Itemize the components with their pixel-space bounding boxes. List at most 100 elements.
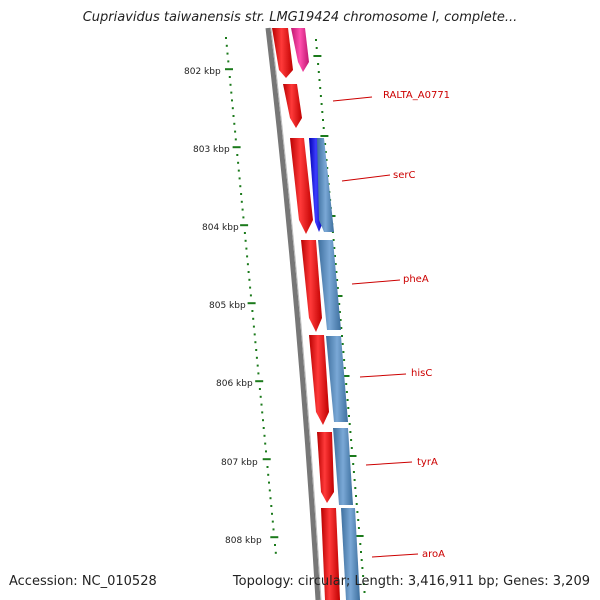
ruler-minor-tick [230, 91, 233, 94]
ruler-minor-tick [319, 95, 322, 97]
gene-strand-red [272, 28, 340, 600]
gene-block [321, 508, 340, 600]
ruler-minor-tick [326, 167, 329, 169]
ruler-major-tick [255, 380, 264, 383]
ruler-major-tick [262, 458, 271, 461]
ruler-minor-tick [240, 193, 243, 195]
ruler-minor-tick [350, 447, 353, 449]
ruler-major-tick [313, 55, 322, 57]
gene-block [301, 240, 322, 332]
ruler-major-tick [240, 224, 249, 227]
cds-block [341, 508, 360, 600]
ruler-minor-tick [343, 367, 346, 369]
ruler-minor-tick [356, 511, 359, 513]
ruler-minor-tick [336, 287, 339, 289]
gene-label-tyra[interactable]: tyrA [417, 457, 438, 468]
ruler-minor-tick [249, 286, 252, 289]
gene-label-aroa[interactable]: aroA [422, 549, 445, 560]
ruler-minor-tick [266, 466, 269, 468]
ruler-label: 804 kbp [202, 223, 239, 233]
ruler-minor-tick [272, 528, 275, 531]
ruler-minor-tick [246, 255, 249, 258]
ruler-label: 802 kbp [184, 67, 221, 77]
ruler-minor-tick [255, 356, 258, 359]
ruler-minor-tick [271, 512, 273, 515]
ruler-label: 805 kbp [209, 301, 246, 311]
ruler-minor-tick [334, 255, 336, 257]
ruler-minor-tick [346, 399, 349, 401]
ruler-minor-tick [268, 489, 271, 492]
ruler-minor-tick [271, 520, 274, 523]
ruler-major-tick [334, 295, 343, 297]
ruler-minor-tick [269, 497, 272, 500]
ruler-minor-tick [322, 127, 325, 129]
topology-summary: Topology: circular; Length: 3,416,911 bp… [232, 574, 590, 589]
ruler-minor-tick [355, 495, 357, 497]
ruler-minor-tick [258, 388, 261, 390]
ruler-minor-tick [254, 341, 257, 344]
ruler-minor-tick [243, 232, 246, 234]
ruler-minor-tick [240, 200, 243, 203]
ruler-minor-tick [238, 177, 241, 180]
ruler-minor-tick [357, 519, 360, 521]
gene-block [309, 335, 329, 425]
ruler-minor-tick [255, 349, 258, 351]
ruler-minor-tick [324, 151, 327, 153]
ruler-minor-tick [228, 76, 231, 78]
ruler-minor-tick [332, 239, 335, 241]
ruler-minor-tick [320, 103, 323, 105]
ruler-minor-tick [345, 383, 348, 385]
ruler-minor-tick [262, 419, 264, 422]
ruler-minor-tick [348, 415, 350, 417]
gene-label-hisc[interactable]: hisC [411, 368, 432, 379]
gene-label-phea[interactable]: pheA [403, 274, 429, 285]
ruler-labels: 802 kbp 803 kbp 804 kbp 805 kbp 806 kbp … [184, 67, 262, 546]
ruler-minor-tick [246, 263, 249, 266]
ruler-minor-tick [237, 169, 240, 172]
ruler-minor-tick [252, 325, 255, 328]
ruler-minor-tick [348, 423, 351, 425]
ruler-minor-tick [234, 130, 237, 133]
callout-line [351, 279, 401, 285]
ruler-label: 807 kbp [221, 458, 258, 468]
ruler-minor-tick [265, 450, 267, 453]
chromosome-backbone [265, 27, 321, 600]
ruler-minor-tick [274, 551, 277, 554]
ruler-minor-tick [225, 37, 227, 39]
ruler-minor-tick [274, 544, 276, 546]
ruler-label: 803 kbp [193, 145, 230, 155]
cds-strand-blue [317, 138, 360, 600]
ruler-minor-tick [336, 279, 339, 281]
ruler-minor-tick [338, 311, 341, 313]
ruler-minor-tick [349, 431, 352, 433]
ruler-minor-tick [347, 407, 350, 409]
ruler-minor-tick [249, 294, 252, 297]
ruler-minor-tick [226, 52, 229, 55]
ruler-minor-tick [355, 503, 358, 505]
gene-label-ralta-a0771[interactable]: RALTA_A0771 [383, 90, 450, 101]
ruler-minor-tick [325, 159, 328, 161]
ruler-minor-tick [263, 434, 266, 437]
ruler-minor-tick [353, 479, 356, 481]
ruler-minor-tick [338, 303, 341, 305]
ruler-minor-tick [317, 71, 320, 73]
ruler-major-tick [225, 68, 233, 71]
ruler-minor-tick [315, 39, 317, 41]
ruler-minor-tick [362, 583, 365, 585]
gene-label-serc[interactable]: serC [393, 170, 415, 181]
ruler-minor-tick [334, 263, 337, 265]
ruler-minor-tick [363, 591, 366, 593]
gene-block [290, 138, 313, 234]
ruler-minor-tick [321, 111, 324, 113]
ruler-minor-tick [335, 271, 338, 273]
callout-line [371, 553, 419, 558]
ruler-minor-tick [268, 481, 270, 484]
ruler-minor-tick [360, 551, 362, 553]
ruler-minor-tick [317, 63, 320, 65]
ruler-minor-tick [352, 463, 355, 465]
ruler-minor-tick [322, 119, 324, 121]
ruler-major-tick [348, 455, 357, 457]
ruler-minor-tick [259, 395, 262, 398]
ruler-minor-tick [234, 138, 237, 141]
ruler-minor-tick [231, 99, 233, 102]
